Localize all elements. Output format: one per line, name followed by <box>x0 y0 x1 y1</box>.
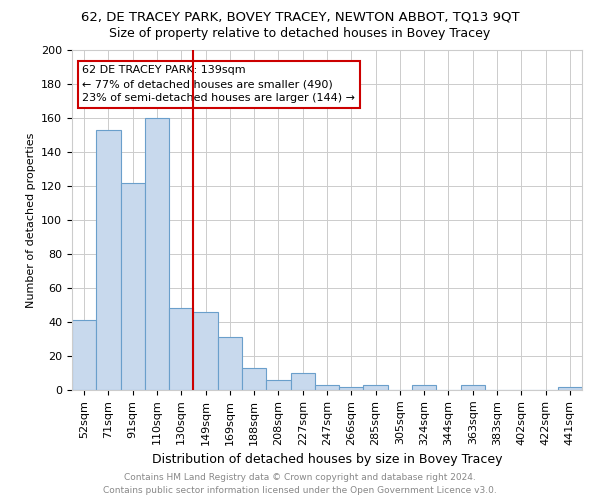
Bar <box>72 320 96 390</box>
Text: Size of property relative to detached houses in Bovey Tracey: Size of property relative to detached ho… <box>109 28 491 40</box>
Y-axis label: Number of detached properties: Number of detached properties <box>26 132 35 308</box>
Bar <box>315 385 339 390</box>
Bar <box>145 118 169 390</box>
Bar <box>461 385 485 390</box>
Bar <box>169 308 193 390</box>
Bar <box>266 380 290 390</box>
Bar <box>242 368 266 390</box>
Bar <box>218 338 242 390</box>
Bar <box>121 182 145 390</box>
Bar <box>364 385 388 390</box>
Bar <box>412 385 436 390</box>
Text: 62, DE TRACEY PARK, BOVEY TRACEY, NEWTON ABBOT, TQ13 9QT: 62, DE TRACEY PARK, BOVEY TRACEY, NEWTON… <box>80 10 520 23</box>
Bar <box>558 386 582 390</box>
X-axis label: Distribution of detached houses by size in Bovey Tracey: Distribution of detached houses by size … <box>152 453 502 466</box>
Bar <box>290 373 315 390</box>
Bar <box>96 130 121 390</box>
Text: 62 DE TRACEY PARK: 139sqm
← 77% of detached houses are smaller (490)
23% of semi: 62 DE TRACEY PARK: 139sqm ← 77% of detac… <box>82 66 355 104</box>
Text: Contains HM Land Registry data © Crown copyright and database right 2024.
Contai: Contains HM Land Registry data © Crown c… <box>103 474 497 495</box>
Bar <box>339 386 364 390</box>
Bar <box>193 312 218 390</box>
